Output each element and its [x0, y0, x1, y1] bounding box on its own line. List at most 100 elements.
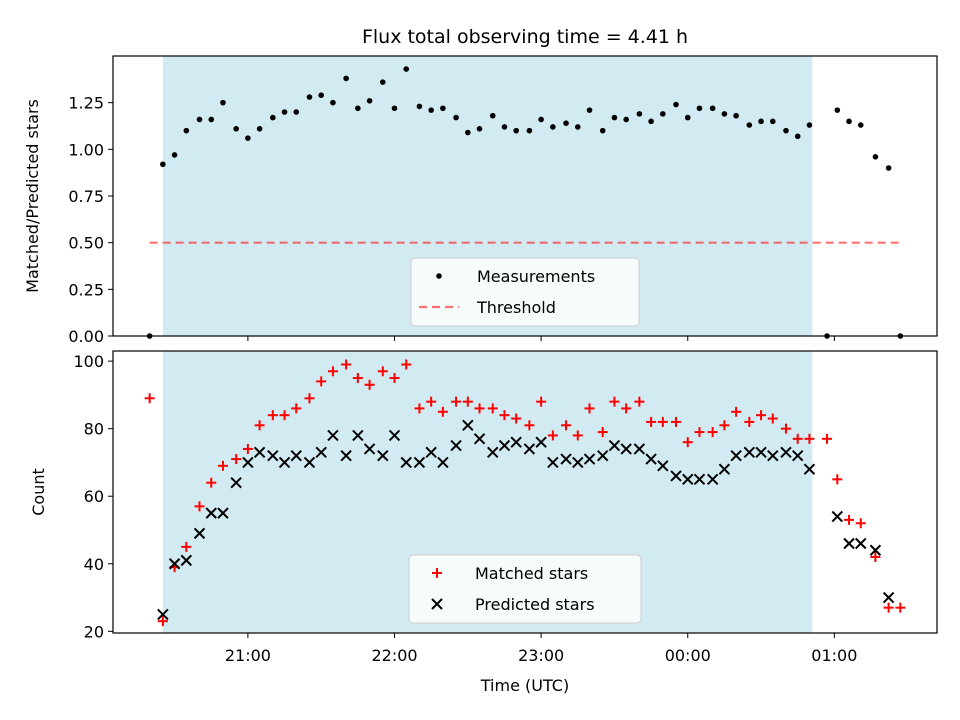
measurement-point	[318, 92, 324, 98]
measurement-point	[834, 107, 841, 113]
measurement-point	[403, 66, 410, 72]
matched-stars-point	[217, 460, 228, 471]
matched-stars-point	[206, 477, 217, 488]
measurement-point	[574, 124, 581, 130]
predicted-stars-point	[388, 429, 401, 442]
count-panel: 20 40 60 80 100 21:00 22:00 23:00 00:00 01:00 Coun…	[29, 350, 938, 695]
x-tick-label: 23:00	[518, 646, 564, 665]
predicted-stars-point	[315, 446, 327, 459]
matched-stars-point	[144, 393, 155, 404]
measurement-point	[721, 111, 728, 117]
predicted-stars-point	[597, 449, 609, 462]
legend: Matched stars Predicted stars	[408, 554, 642, 624]
matched-stars-point	[327, 366, 338, 377]
legend-label: Matched stars	[475, 564, 588, 583]
matched-stars-point	[844, 514, 855, 525]
measurement-point	[885, 165, 892, 171]
matched-stars-point	[719, 420, 730, 431]
predicted-stars-point	[572, 456, 584, 469]
measurement-point	[872, 154, 879, 160]
matched-stars-point	[524, 420, 535, 431]
predicted-stars-point	[755, 446, 767, 459]
y-tick-label: 1.25	[68, 94, 104, 113]
predicted-stars-point	[267, 449, 279, 462]
measurement-point	[586, 107, 593, 113]
y-tick-label: 0.50	[68, 234, 104, 253]
predicted-stars-point	[450, 439, 462, 452]
measurement-point	[208, 116, 215, 123]
measurement-point	[623, 116, 629, 123]
y-tick-label: 0.25	[68, 280, 104, 299]
ratio-panel: 0.00 0.25 0.50 0.75 1.00 1.25 Matched/Predicte…	[23, 55, 938, 346]
predicted-stars-point	[682, 473, 694, 486]
predicted-stars-point	[535, 436, 547, 448]
matched-stars-point	[572, 430, 583, 441]
legend: Measurements Threshold	[410, 257, 640, 327]
matched-stars-point	[364, 379, 375, 390]
x-tick-label: 22:00	[371, 646, 417, 665]
matched-stars-point	[634, 396, 645, 407]
measurement-point	[171, 152, 178, 158]
matched-stars-point	[474, 403, 485, 414]
measurement-point	[160, 161, 166, 168]
predicted-stars-point	[437, 456, 449, 469]
matched-stars-point	[609, 396, 620, 407]
matched-stars-point	[254, 420, 265, 431]
matched-stars-point	[291, 403, 302, 414]
measurement-point	[220, 99, 226, 106]
matched-stars-point	[707, 427, 718, 438]
measurement-point	[599, 127, 606, 134]
matched-stars-point	[426, 396, 437, 407]
measurement-point	[550, 124, 556, 130]
measurement-point	[489, 112, 496, 119]
measurement-point	[281, 109, 288, 115]
measurement-point	[563, 120, 569, 126]
measurement-point	[513, 127, 520, 134]
predicted-stars-point	[523, 443, 536, 455]
predicted-stars-point	[242, 456, 254, 469]
measurement-point	[758, 118, 764, 125]
measurement-point	[857, 122, 864, 128]
predicted-stars-point	[718, 463, 731, 475]
predicted-stars-point	[670, 470, 682, 482]
predicted-stars-point	[792, 449, 804, 462]
predicted-stars-point	[831, 510, 844, 523]
y-axis-label: Count	[29, 468, 48, 516]
measurement-point	[233, 126, 239, 132]
measurement-point	[245, 135, 251, 141]
predicted-stars-point	[780, 446, 792, 459]
matched-stars-point	[181, 541, 192, 552]
x-tick-label: 00:00	[665, 646, 711, 665]
matched-stars-point	[499, 410, 510, 421]
measurement-point	[256, 126, 263, 132]
measurement-point	[196, 116, 203, 123]
matched-stars-point	[341, 359, 352, 370]
measurement-point	[806, 122, 813, 128]
y-tick-label: 1.00	[68, 140, 104, 159]
legend-label: Predicted stars	[475, 595, 595, 614]
predicted-stars-point	[157, 608, 169, 621]
matched-stars-point	[414, 403, 425, 414]
measurement-point	[648, 118, 654, 125]
measurement-point	[684, 114, 691, 121]
predicted-stars-point	[633, 443, 646, 455]
matched-stars-point	[671, 416, 682, 427]
predicted-stars-point	[217, 507, 229, 519]
matched-stars-point	[597, 427, 608, 438]
predicted-stars-point	[657, 460, 669, 472]
predicted-stars-point	[498, 439, 511, 452]
measurement-point	[769, 118, 776, 125]
predicted-stars-point	[413, 456, 426, 469]
y-tick-label: 20	[84, 622, 104, 641]
y-tick-label: 60	[84, 487, 104, 506]
matched-stars-point	[694, 427, 705, 438]
matched-stars-point	[767, 413, 778, 424]
predicted-stars-point	[462, 419, 474, 432]
measurement-point	[501, 124, 508, 130]
measurement-point	[355, 105, 361, 112]
measurement-point	[660, 111, 666, 117]
measurement-point	[440, 105, 446, 112]
measurement-point	[783, 127, 789, 134]
measurement-point	[709, 105, 716, 112]
measurement-point	[453, 114, 459, 121]
